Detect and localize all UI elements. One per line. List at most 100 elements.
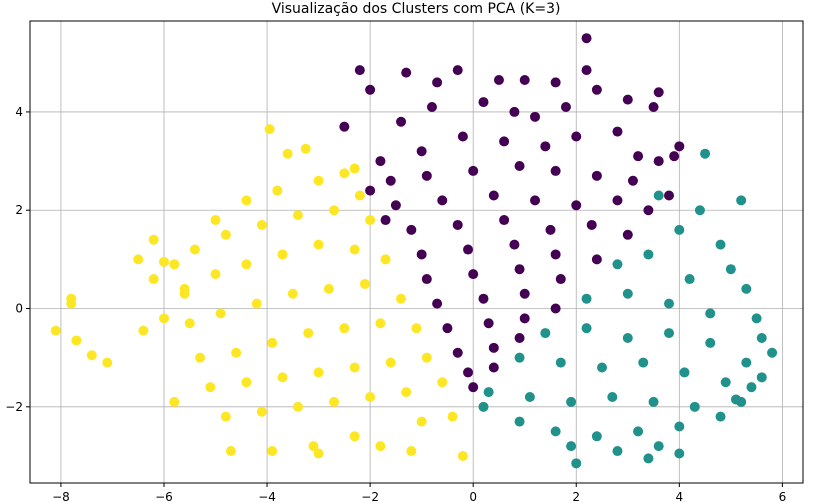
scatter-points — [50, 33, 778, 469]
scatter-point-series-2 — [308, 441, 319, 452]
scatter-point-series-2 — [385, 357, 396, 368]
scatter-point-series-2 — [411, 323, 422, 334]
scatter-point-series-2 — [406, 446, 417, 457]
scatter-point-series-1 — [612, 446, 623, 457]
scatter-point-series-0 — [571, 200, 582, 211]
scatter-point-series-0 — [452, 219, 463, 230]
scatter-point-series-1 — [622, 333, 633, 344]
scatter-point-series-0 — [432, 298, 443, 309]
scatter-point-series-0 — [375, 156, 386, 167]
scatter-point-series-2 — [138, 325, 149, 336]
scatter-point-series-0 — [560, 102, 571, 113]
y-tick-label: 0 — [15, 302, 23, 316]
scatter-point-series-1 — [643, 249, 654, 260]
scatter-point-series-2 — [267, 446, 278, 457]
scatter-point-series-0 — [591, 254, 602, 265]
scatter-point-series-2 — [133, 254, 144, 265]
scatter-point-series-1 — [674, 224, 685, 235]
scatter-point-series-2 — [241, 195, 252, 206]
scatter-point-series-2 — [447, 411, 458, 422]
scatter-point-series-2 — [303, 328, 314, 339]
scatter-point-series-0 — [550, 249, 561, 260]
scatter-point-series-1 — [664, 328, 675, 339]
scatter-point-series-1 — [664, 298, 675, 309]
scatter-point-series-1 — [540, 328, 551, 339]
scatter-point-series-1 — [550, 426, 561, 437]
scatter-point-series-2 — [457, 450, 468, 461]
scatter-point-series-0 — [401, 67, 412, 78]
scatter-point-series-2 — [287, 288, 298, 299]
scatter-point-series-2 — [349, 362, 360, 373]
scatter-point-series-1 — [581, 293, 592, 304]
scatter-point-series-0 — [550, 303, 561, 314]
scatter-point-series-2 — [148, 274, 159, 285]
scatter-point-series-0 — [416, 146, 427, 157]
scatter-point-series-1 — [514, 352, 525, 363]
x-tick-label: 0 — [469, 490, 477, 503]
x-axis-ticks: −8 −6 −4 −2 0 2 4 6 — [52, 483, 786, 503]
scatter-point-series-0 — [550, 77, 561, 88]
scatter-point-series-0 — [365, 185, 376, 196]
scatter-point-series-2 — [102, 357, 113, 368]
scatter-point-series-2 — [220, 411, 231, 422]
scatter-point-series-0 — [540, 141, 551, 152]
scatter-point-series-2 — [158, 256, 169, 267]
scatter-point-series-0 — [385, 175, 396, 186]
scatter-point-series-2 — [375, 318, 386, 329]
y-tick-label: 2 — [15, 203, 23, 217]
scatter-point-series-2 — [339, 323, 350, 334]
scatter-point-series-0 — [493, 74, 504, 85]
x-tick-label: −4 — [258, 490, 276, 503]
scatter-point-series-2 — [401, 387, 412, 398]
scatter-point-series-2 — [66, 298, 77, 309]
scatter-point-series-0 — [674, 141, 685, 152]
scatter-point-series-2 — [251, 298, 262, 309]
scatter-point-series-2 — [292, 401, 303, 412]
scatter-point-series-1 — [653, 190, 664, 201]
x-tick-label: −8 — [52, 490, 70, 503]
scatter-point-series-2 — [421, 352, 432, 363]
scatter-point-series-2 — [225, 446, 236, 457]
x-tick-label: −2 — [361, 490, 379, 503]
scatter-point-series-1 — [715, 239, 726, 250]
scatter-point-series-0 — [581, 65, 592, 76]
scatter-point-series-0 — [653, 87, 664, 98]
scatter-point-series-0 — [380, 215, 391, 226]
scatter-point-series-1 — [591, 431, 602, 442]
scatter-point-series-2 — [189, 244, 200, 255]
scatter-point-series-1 — [633, 426, 644, 437]
scatter-point-series-1 — [767, 347, 778, 358]
scatter-point-series-2 — [313, 239, 324, 250]
scatter-point-series-0 — [468, 382, 479, 393]
scatter-point-series-0 — [457, 131, 468, 142]
scatter-point-series-0 — [519, 313, 530, 324]
scatter-point-series-2 — [365, 391, 376, 402]
scatter-point-series-0 — [442, 323, 453, 334]
scatter-point-series-1 — [756, 333, 767, 344]
scatter-point-series-0 — [478, 97, 489, 108]
scatter-point-series-1 — [694, 205, 705, 216]
scatter-point-series-1 — [751, 313, 762, 324]
scatter-point-series-2 — [365, 215, 376, 226]
scatter-point-series-1 — [612, 259, 623, 270]
scatter-point-series-0 — [622, 94, 633, 105]
scatter-point-series-0 — [514, 160, 525, 171]
scatter-point-series-1 — [679, 367, 690, 378]
scatter-point-series-1 — [731, 394, 742, 405]
x-tick-label: −6 — [155, 490, 173, 503]
y-axis-ticks: −2 0 2 4 — [5, 105, 30, 414]
x-tick-label: 2 — [572, 490, 580, 503]
scatter-point-series-0 — [586, 219, 597, 230]
scatter-point-series-0 — [463, 244, 474, 255]
scatter-point-series-0 — [509, 239, 520, 250]
plot-frame — [29, 20, 804, 484]
scatter-point-series-1 — [674, 421, 685, 432]
scatter-point-series-2 — [184, 318, 195, 329]
scatter-point-series-0 — [612, 195, 623, 206]
scatter-point-series-2 — [354, 190, 365, 201]
scatter-point-series-2 — [277, 249, 288, 260]
scatter-point-series-0 — [452, 347, 463, 358]
scatter-point-series-2 — [256, 406, 267, 417]
scatter-point-series-1 — [741, 357, 752, 368]
scatter-point-series-0 — [365, 84, 376, 95]
